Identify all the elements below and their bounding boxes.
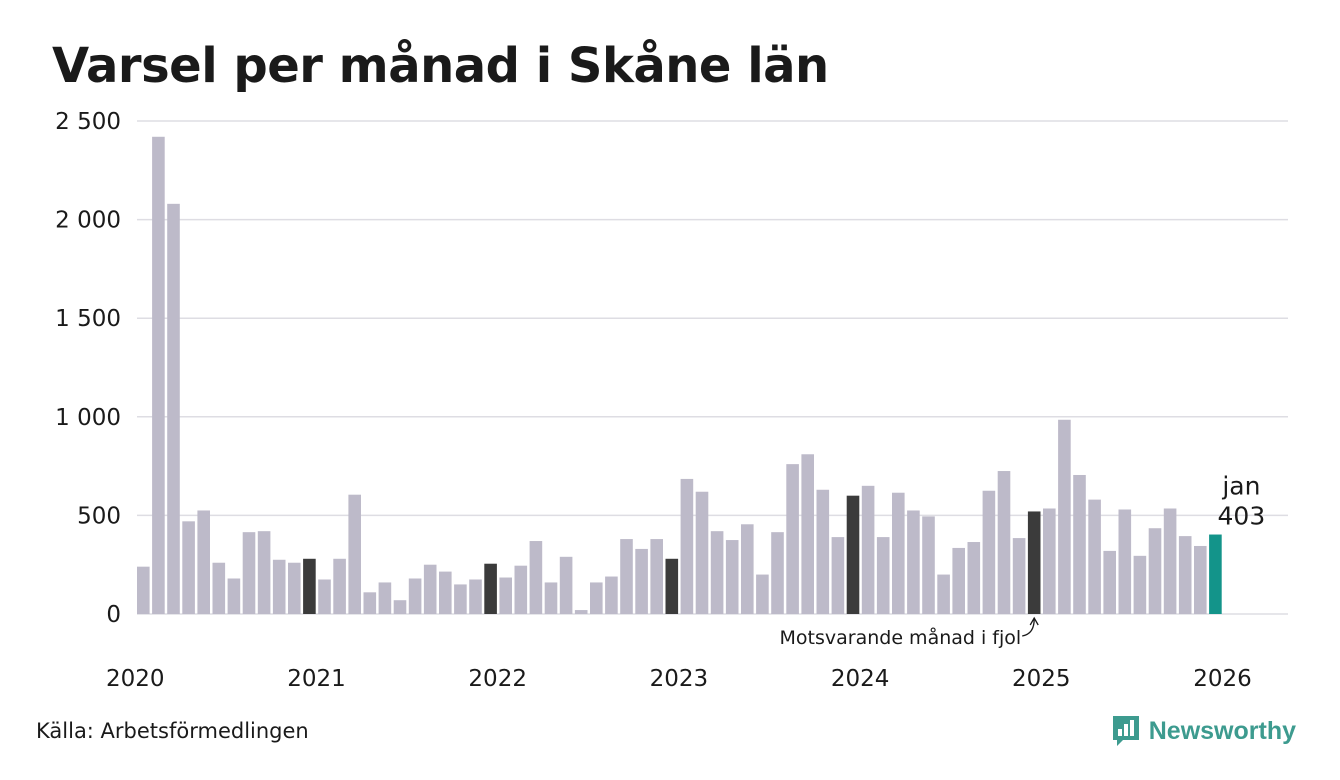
newsworthy-chart-icon bbox=[1112, 716, 1139, 746]
bar bbox=[1058, 419, 1071, 614]
y-tick-label: 2 000 bbox=[55, 208, 121, 234]
current-month-label: jan bbox=[1221, 472, 1260, 501]
bar bbox=[1194, 545, 1207, 614]
bar bbox=[710, 531, 724, 614]
bar bbox=[997, 471, 1011, 614]
bar bbox=[1178, 536, 1192, 614]
bar bbox=[876, 537, 890, 614]
bar bbox=[831, 537, 845, 614]
bar bbox=[635, 548, 648, 614]
bar bbox=[1088, 499, 1101, 614]
chart-title: Varsel per månad i Skåne län bbox=[52, 38, 829, 94]
bar bbox=[892, 492, 905, 614]
x-tick-label: 2024 bbox=[831, 666, 890, 692]
bar bbox=[725, 540, 739, 614]
bar bbox=[590, 582, 603, 614]
axis-labels: 0 500 1 000 1 500 2 000 2 500 2020 2021 2022 2023… bbox=[55, 109, 1252, 692]
x-tick-label: 2023 bbox=[650, 666, 709, 692]
bar bbox=[393, 600, 407, 614]
bar bbox=[469, 579, 482, 614]
bar bbox=[559, 556, 573, 614]
bar bbox=[937, 574, 950, 614]
bar-highlight bbox=[1027, 511, 1041, 614]
bar bbox=[1133, 555, 1147, 614]
x-tick-label: 2021 bbox=[287, 666, 346, 692]
bar bbox=[574, 610, 588, 614]
bar bbox=[741, 524, 754, 614]
bars bbox=[137, 136, 1222, 614]
bar bbox=[137, 566, 150, 614]
bar bbox=[1118, 509, 1132, 614]
annotation-arrowhead bbox=[1029, 616, 1039, 626]
bar bbox=[363, 592, 377, 614]
bar bbox=[801, 454, 814, 614]
bar bbox=[1103, 550, 1116, 614]
bar bbox=[378, 582, 392, 614]
bar bbox=[1012, 538, 1026, 614]
bar bbox=[212, 562, 226, 614]
bar bbox=[605, 576, 618, 614]
bar-highlight bbox=[484, 563, 497, 614]
bar bbox=[771, 532, 784, 614]
bar-highlight bbox=[303, 558, 316, 614]
current-value-label: 403 bbox=[1218, 502, 1266, 531]
bar bbox=[756, 574, 769, 614]
bar bbox=[423, 564, 437, 614]
x-tick-label: 2020 bbox=[106, 666, 165, 692]
bar bbox=[620, 539, 633, 614]
bar bbox=[952, 547, 965, 614]
bar bbox=[907, 510, 920, 614]
bar bbox=[333, 558, 346, 614]
bar bbox=[439, 571, 452, 614]
bar bbox=[544, 582, 558, 614]
bar bbox=[167, 203, 180, 614]
bar bbox=[922, 516, 935, 614]
bar bbox=[816, 489, 830, 614]
logo-text: Newsworthy bbox=[1148, 716, 1296, 745]
bar bbox=[529, 541, 543, 614]
y-tick-label: 1 500 bbox=[55, 306, 121, 332]
bar bbox=[650, 539, 663, 614]
bar bbox=[680, 478, 694, 614]
bar bbox=[967, 542, 981, 614]
bar bbox=[182, 521, 195, 614]
y-tick-label: 0 bbox=[106, 602, 121, 628]
y-tick-label: 500 bbox=[77, 503, 121, 529]
y-tick-label: 1 000 bbox=[55, 405, 121, 431]
bar bbox=[257, 531, 271, 614]
bar bbox=[861, 485, 875, 614]
bar bbox=[982, 490, 996, 614]
bar bbox=[695, 491, 709, 614]
bar bbox=[288, 562, 301, 614]
bar bbox=[499, 577, 512, 614]
x-tick-label: 2025 bbox=[1012, 666, 1071, 692]
bar bbox=[1043, 508, 1056, 614]
bar bbox=[1163, 508, 1177, 614]
bar bbox=[272, 559, 286, 614]
x-tick-label: 2022 bbox=[468, 666, 527, 692]
bar-highlight bbox=[665, 558, 679, 614]
bar bbox=[227, 578, 241, 614]
y-tick-label: 2 500 bbox=[55, 109, 121, 135]
bar bbox=[318, 579, 331, 614]
bar bbox=[408, 578, 422, 614]
bar bbox=[786, 464, 799, 614]
bar bbox=[1148, 528, 1162, 614]
bar bbox=[454, 584, 467, 614]
bar bbox=[514, 565, 528, 614]
x-tick-label: 2026 bbox=[1193, 666, 1252, 692]
bar bbox=[152, 136, 165, 614]
bar-current bbox=[1209, 534, 1222, 614]
bar bbox=[197, 510, 210, 614]
bar bbox=[1073, 474, 1086, 614]
newsworthy-logo[interactable]: Newsworthy bbox=[1111, 714, 1296, 748]
annotation-text: Motsvarande månad i fjol bbox=[780, 626, 1022, 649]
bar-highlight bbox=[846, 495, 860, 614]
bar bbox=[242, 532, 256, 614]
annotation-arrow bbox=[1022, 618, 1035, 637]
bar bbox=[348, 494, 361, 614]
source-note: Källa: Arbetsförmedlingen bbox=[36, 719, 309, 743]
